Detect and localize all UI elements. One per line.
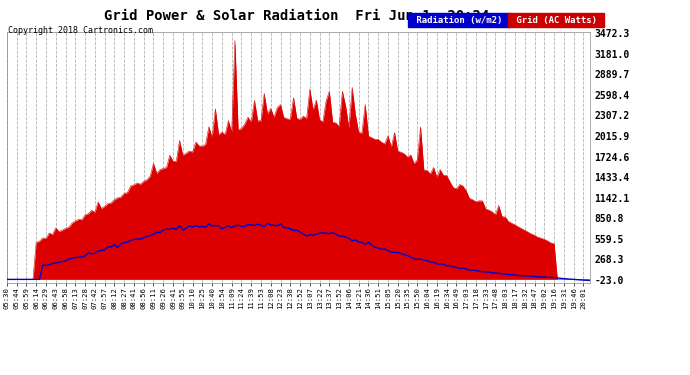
Text: 2598.4: 2598.4	[594, 91, 630, 101]
Text: 1142.1: 1142.1	[594, 194, 630, 204]
Text: Grid (AC Watts): Grid (AC Watts)	[511, 16, 602, 25]
Text: Grid Power & Solar Radiation  Fri Jun 1  20:24: Grid Power & Solar Radiation Fri Jun 1 2…	[104, 9, 489, 23]
Text: 559.5: 559.5	[594, 235, 624, 245]
Text: 2307.2: 2307.2	[594, 111, 630, 122]
Text: 3181.0: 3181.0	[594, 50, 630, 60]
Text: Radiation (w/m2): Radiation (w/m2)	[411, 16, 507, 25]
Text: 2015.9: 2015.9	[594, 132, 630, 142]
Text: 1433.4: 1433.4	[594, 173, 630, 183]
Text: -23.0: -23.0	[594, 276, 624, 286]
Text: 850.8: 850.8	[594, 214, 624, 224]
Text: 3472.3: 3472.3	[594, 29, 630, 39]
Text: Copyright 2018 Cartronics.com: Copyright 2018 Cartronics.com	[8, 26, 153, 35]
Text: 268.3: 268.3	[594, 255, 624, 266]
Text: 2889.7: 2889.7	[594, 70, 630, 80]
Text: 1724.6: 1724.6	[594, 153, 630, 162]
